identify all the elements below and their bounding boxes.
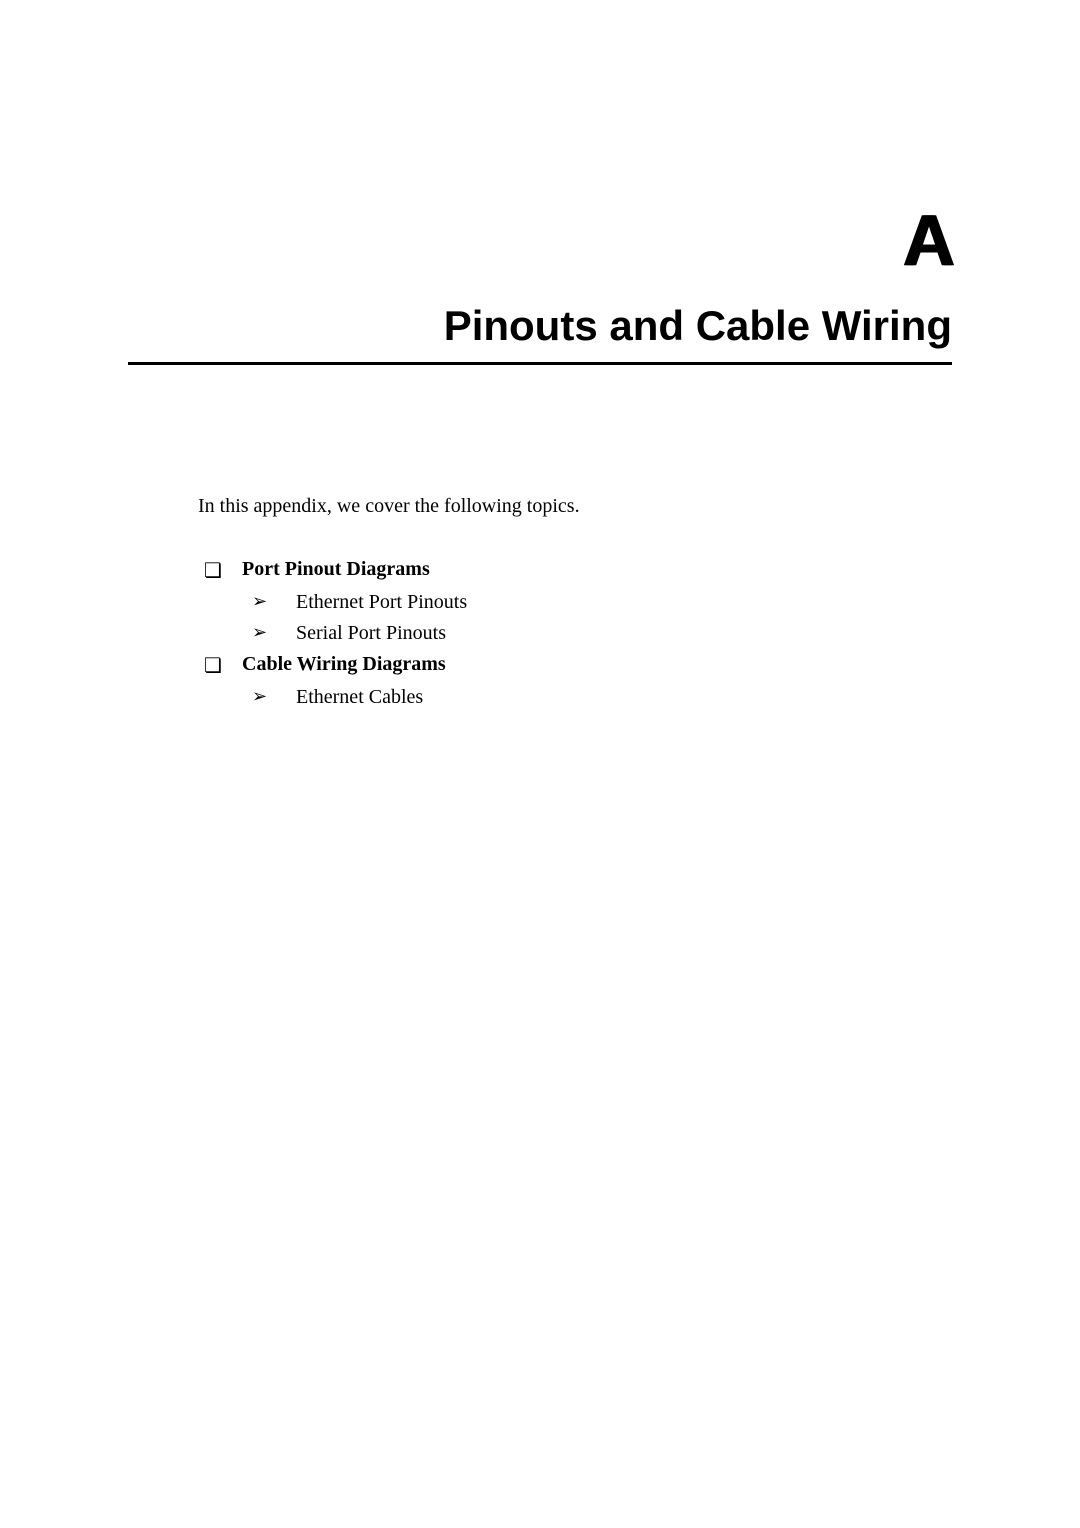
- topic-item: ❏ Port Pinout Diagrams: [198, 558, 952, 583]
- arrow-bullet-icon: ➢: [248, 686, 296, 707]
- topic-item: ❏ Cable Wiring Diagrams: [198, 653, 952, 678]
- checkbox-bullet-icon: ❏: [198, 558, 242, 583]
- subtopic-text: Ethernet Cables: [296, 686, 423, 709]
- checkbox-bullet-icon: ❏: [198, 653, 242, 678]
- content-area: In this appendix, we cover the following…: [128, 495, 952, 709]
- topics-list: ❏ Port Pinout Diagrams ➢ Ethernet Port P…: [198, 558, 952, 709]
- subtopics-list: ➢ Ethernet Cables: [198, 686, 952, 709]
- intro-text: In this appendix, we cover the following…: [198, 495, 952, 518]
- appendix-letter: A: [128, 200, 952, 282]
- subtopic-item: ➢ Serial Port Pinouts: [248, 622, 952, 645]
- page-title: Pinouts and Cable Wiring: [128, 302, 952, 365]
- topic-title: Port Pinout Diagrams: [242, 558, 430, 581]
- subtopic-text: Ethernet Port Pinouts: [296, 591, 467, 614]
- subtopic-item: ➢ Ethernet Port Pinouts: [248, 591, 952, 614]
- subtopic-text: Serial Port Pinouts: [296, 622, 446, 645]
- subtopics-list: ➢ Ethernet Port Pinouts ➢ Serial Port Pi…: [198, 591, 952, 645]
- topic-title: Cable Wiring Diagrams: [242, 653, 446, 676]
- arrow-bullet-icon: ➢: [248, 591, 296, 612]
- subtopic-item: ➢ Ethernet Cables: [248, 686, 952, 709]
- arrow-bullet-icon: ➢: [248, 622, 296, 643]
